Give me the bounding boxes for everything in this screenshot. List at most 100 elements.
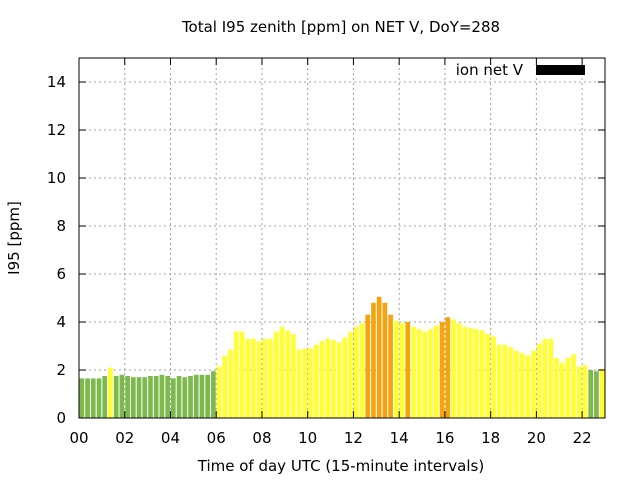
plot-frame bbox=[78, 57, 606, 419]
bar bbox=[411, 326, 416, 418]
bar bbox=[228, 349, 233, 418]
bar bbox=[291, 334, 296, 418]
bar bbox=[193, 374, 199, 418]
bar bbox=[285, 330, 291, 418]
bar bbox=[96, 378, 102, 418]
bar bbox=[565, 358, 571, 418]
bar bbox=[405, 322, 411, 418]
bar bbox=[508, 347, 514, 418]
bar bbox=[525, 355, 531, 418]
bar bbox=[462, 326, 468, 418]
y-tick-label: 8 bbox=[56, 217, 66, 235]
bar bbox=[359, 323, 365, 418]
bar bbox=[148, 376, 153, 418]
bar bbox=[108, 367, 113, 418]
x-tick-label: 20 bbox=[527, 429, 546, 447]
x-axis-label: Time of day UTC (15-minute intervals) bbox=[197, 457, 484, 475]
bar bbox=[456, 323, 462, 418]
bar bbox=[216, 366, 222, 418]
bar bbox=[256, 341, 262, 418]
bar bbox=[416, 329, 422, 418]
bar bbox=[514, 350, 519, 418]
bar bbox=[176, 376, 182, 418]
bar bbox=[348, 331, 353, 418]
bar bbox=[153, 376, 159, 418]
bar bbox=[279, 326, 285, 418]
bar bbox=[479, 330, 485, 418]
bar bbox=[268, 338, 273, 418]
bar bbox=[205, 374, 210, 418]
bars bbox=[79, 296, 605, 418]
bar bbox=[474, 329, 479, 418]
bar bbox=[371, 302, 376, 418]
bar bbox=[388, 314, 393, 418]
legend: ion net V bbox=[456, 61, 585, 79]
bar bbox=[262, 338, 268, 418]
bar bbox=[531, 350, 536, 418]
x-tick-label: 06 bbox=[207, 429, 226, 447]
bar bbox=[594, 371, 599, 418]
bar bbox=[325, 338, 331, 418]
bar bbox=[170, 378, 176, 418]
bar bbox=[142, 377, 148, 418]
bar bbox=[542, 338, 548, 418]
bar bbox=[211, 371, 216, 418]
x-tick-label: 22 bbox=[573, 429, 592, 447]
y-tick-label: 2 bbox=[56, 361, 66, 379]
y-axis-label: I95 [ppm] bbox=[5, 201, 23, 275]
bar bbox=[113, 376, 119, 418]
bar bbox=[468, 328, 473, 418]
bar bbox=[119, 374, 125, 418]
bar bbox=[130, 377, 136, 418]
x-tick-label: 02 bbox=[115, 429, 134, 447]
bar bbox=[102, 376, 108, 418]
bar bbox=[582, 365, 588, 418]
bar bbox=[165, 376, 170, 418]
y-tick-label: 14 bbox=[47, 73, 66, 91]
bar bbox=[399, 323, 405, 418]
y-tick-label: 6 bbox=[56, 265, 66, 283]
bar bbox=[491, 336, 496, 418]
x-tick-label: 14 bbox=[390, 429, 409, 447]
bar bbox=[451, 319, 456, 418]
bar bbox=[588, 370, 594, 418]
bar bbox=[382, 302, 388, 418]
bar bbox=[85, 378, 90, 418]
x-tick-label: 08 bbox=[252, 429, 271, 447]
bar bbox=[502, 344, 508, 418]
bar bbox=[536, 343, 542, 418]
bar bbox=[376, 296, 382, 418]
x-tick-label: 18 bbox=[481, 429, 500, 447]
bar bbox=[554, 358, 559, 418]
bar bbox=[519, 353, 525, 418]
y-tick-label: 4 bbox=[56, 313, 66, 331]
x-tick-label: 12 bbox=[344, 429, 363, 447]
bar bbox=[90, 378, 96, 418]
bar bbox=[79, 378, 85, 418]
bar bbox=[222, 355, 228, 418]
bar bbox=[251, 338, 256, 418]
grid bbox=[79, 58, 605, 418]
bar bbox=[576, 366, 582, 418]
bar bbox=[245, 338, 251, 418]
bar bbox=[428, 329, 433, 418]
bar bbox=[445, 317, 451, 418]
bar bbox=[559, 362, 565, 418]
bar bbox=[308, 348, 313, 418]
bar bbox=[599, 368, 605, 418]
chart-title: Total I95 zenith [ppm] on NET V, DoY=288 bbox=[181, 18, 500, 36]
bar bbox=[239, 331, 245, 418]
bar bbox=[439, 322, 445, 418]
y-tick-label: 12 bbox=[47, 121, 66, 139]
x-tick-label: 10 bbox=[298, 429, 317, 447]
bar bbox=[296, 349, 302, 418]
x-tick-label: 16 bbox=[435, 429, 454, 447]
bar bbox=[571, 354, 576, 418]
bar bbox=[136, 377, 142, 418]
bar bbox=[485, 334, 491, 418]
bar bbox=[199, 374, 205, 418]
y-tick-label: 0 bbox=[56, 409, 66, 427]
bar bbox=[302, 348, 308, 418]
